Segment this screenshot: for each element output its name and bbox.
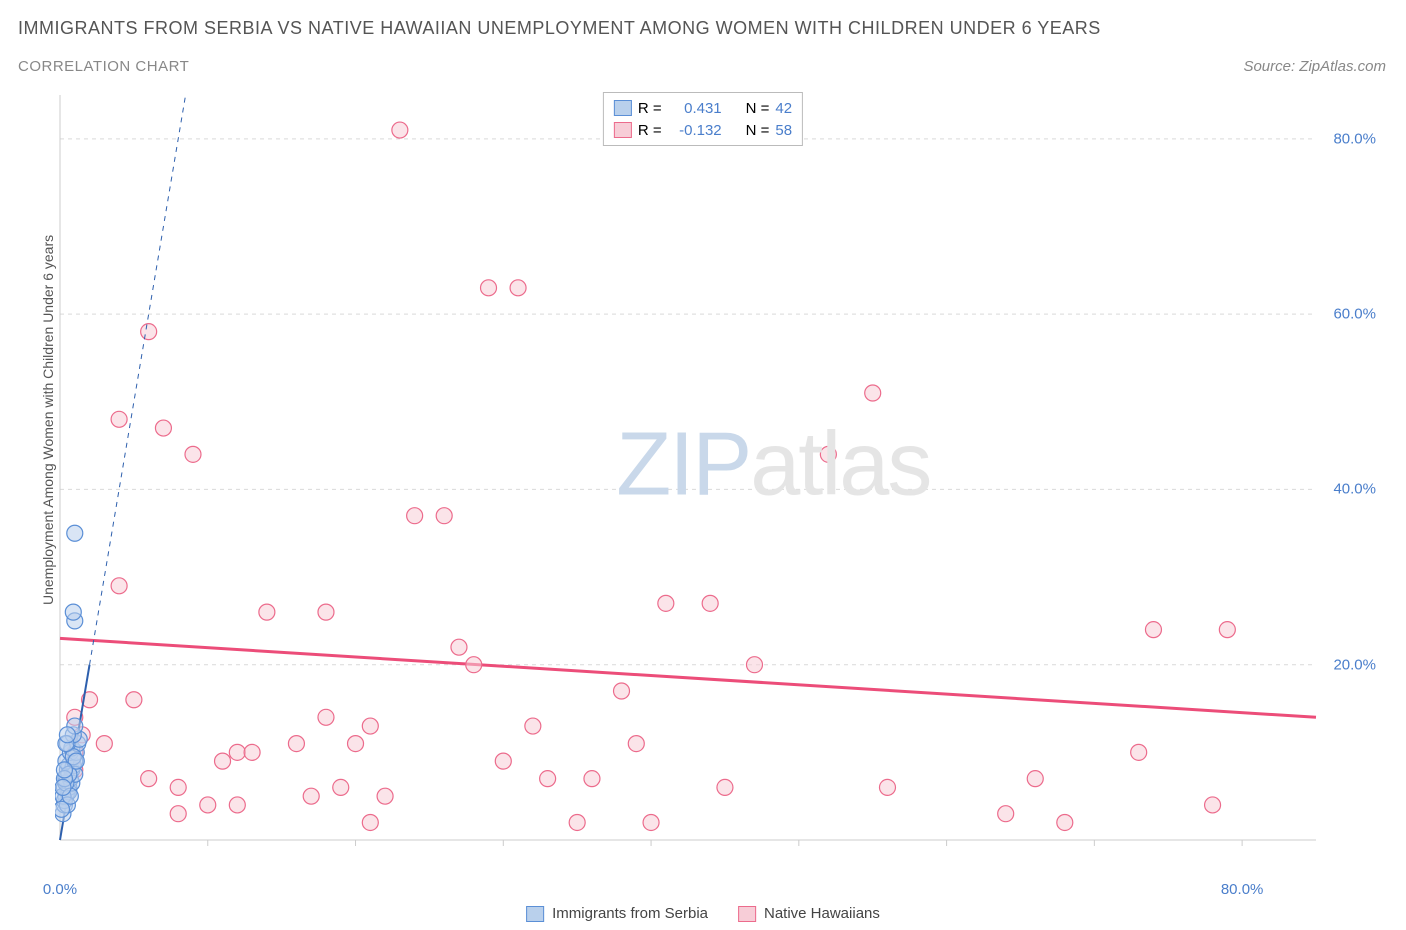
swatch-serbia-bottom — [526, 906, 544, 922]
legend-stats: R = 0.431 N = 42 R = -0.132 N = 58 — [603, 92, 803, 146]
legend-stats-row-hawaiian: R = -0.132 N = 58 — [614, 119, 792, 141]
y-tick-label: 60.0% — [1333, 306, 1376, 323]
x-max-label: 80.0% — [1221, 881, 1264, 898]
r-value-serbia: 0.431 — [668, 100, 722, 117]
legend-label-serbia: Immigrants from Serbia — [552, 905, 708, 922]
legend-stats-row-serbia: R = 0.431 N = 42 — [614, 97, 792, 119]
x-min-label: 0.0% — [43, 881, 77, 898]
legend-series: Immigrants from Serbia Native Hawaiians — [526, 905, 880, 922]
y-tick-label: 80.0% — [1333, 130, 1376, 147]
y-axis-label: Unemployment Among Women with Children U… — [40, 235, 56, 605]
chart-subtitle: CORRELATION CHART — [18, 58, 189, 75]
swatch-hawaiian — [614, 122, 632, 138]
legend-label-hawaiian: Native Hawaiians — [764, 905, 880, 922]
scatter-chart — [55, 90, 1386, 880]
source-attribution: Source: ZipAtlas.com — [1243, 58, 1386, 75]
swatch-serbia — [614, 100, 632, 116]
n-value-hawaiian: 58 — [775, 122, 792, 139]
chart-title: IMMIGRANTS FROM SERBIA VS NATIVE HAWAIIA… — [18, 18, 1101, 39]
r-value-hawaiian: -0.132 — [668, 122, 722, 139]
n-value-serbia: 42 — [775, 100, 792, 117]
legend-item-hawaiian: Native Hawaiians — [738, 905, 880, 922]
y-tick-label: 20.0% — [1333, 656, 1376, 673]
y-tick-label: 40.0% — [1333, 481, 1376, 498]
legend-item-serbia: Immigrants from Serbia — [526, 905, 708, 922]
swatch-hawaiian-bottom — [738, 906, 756, 922]
